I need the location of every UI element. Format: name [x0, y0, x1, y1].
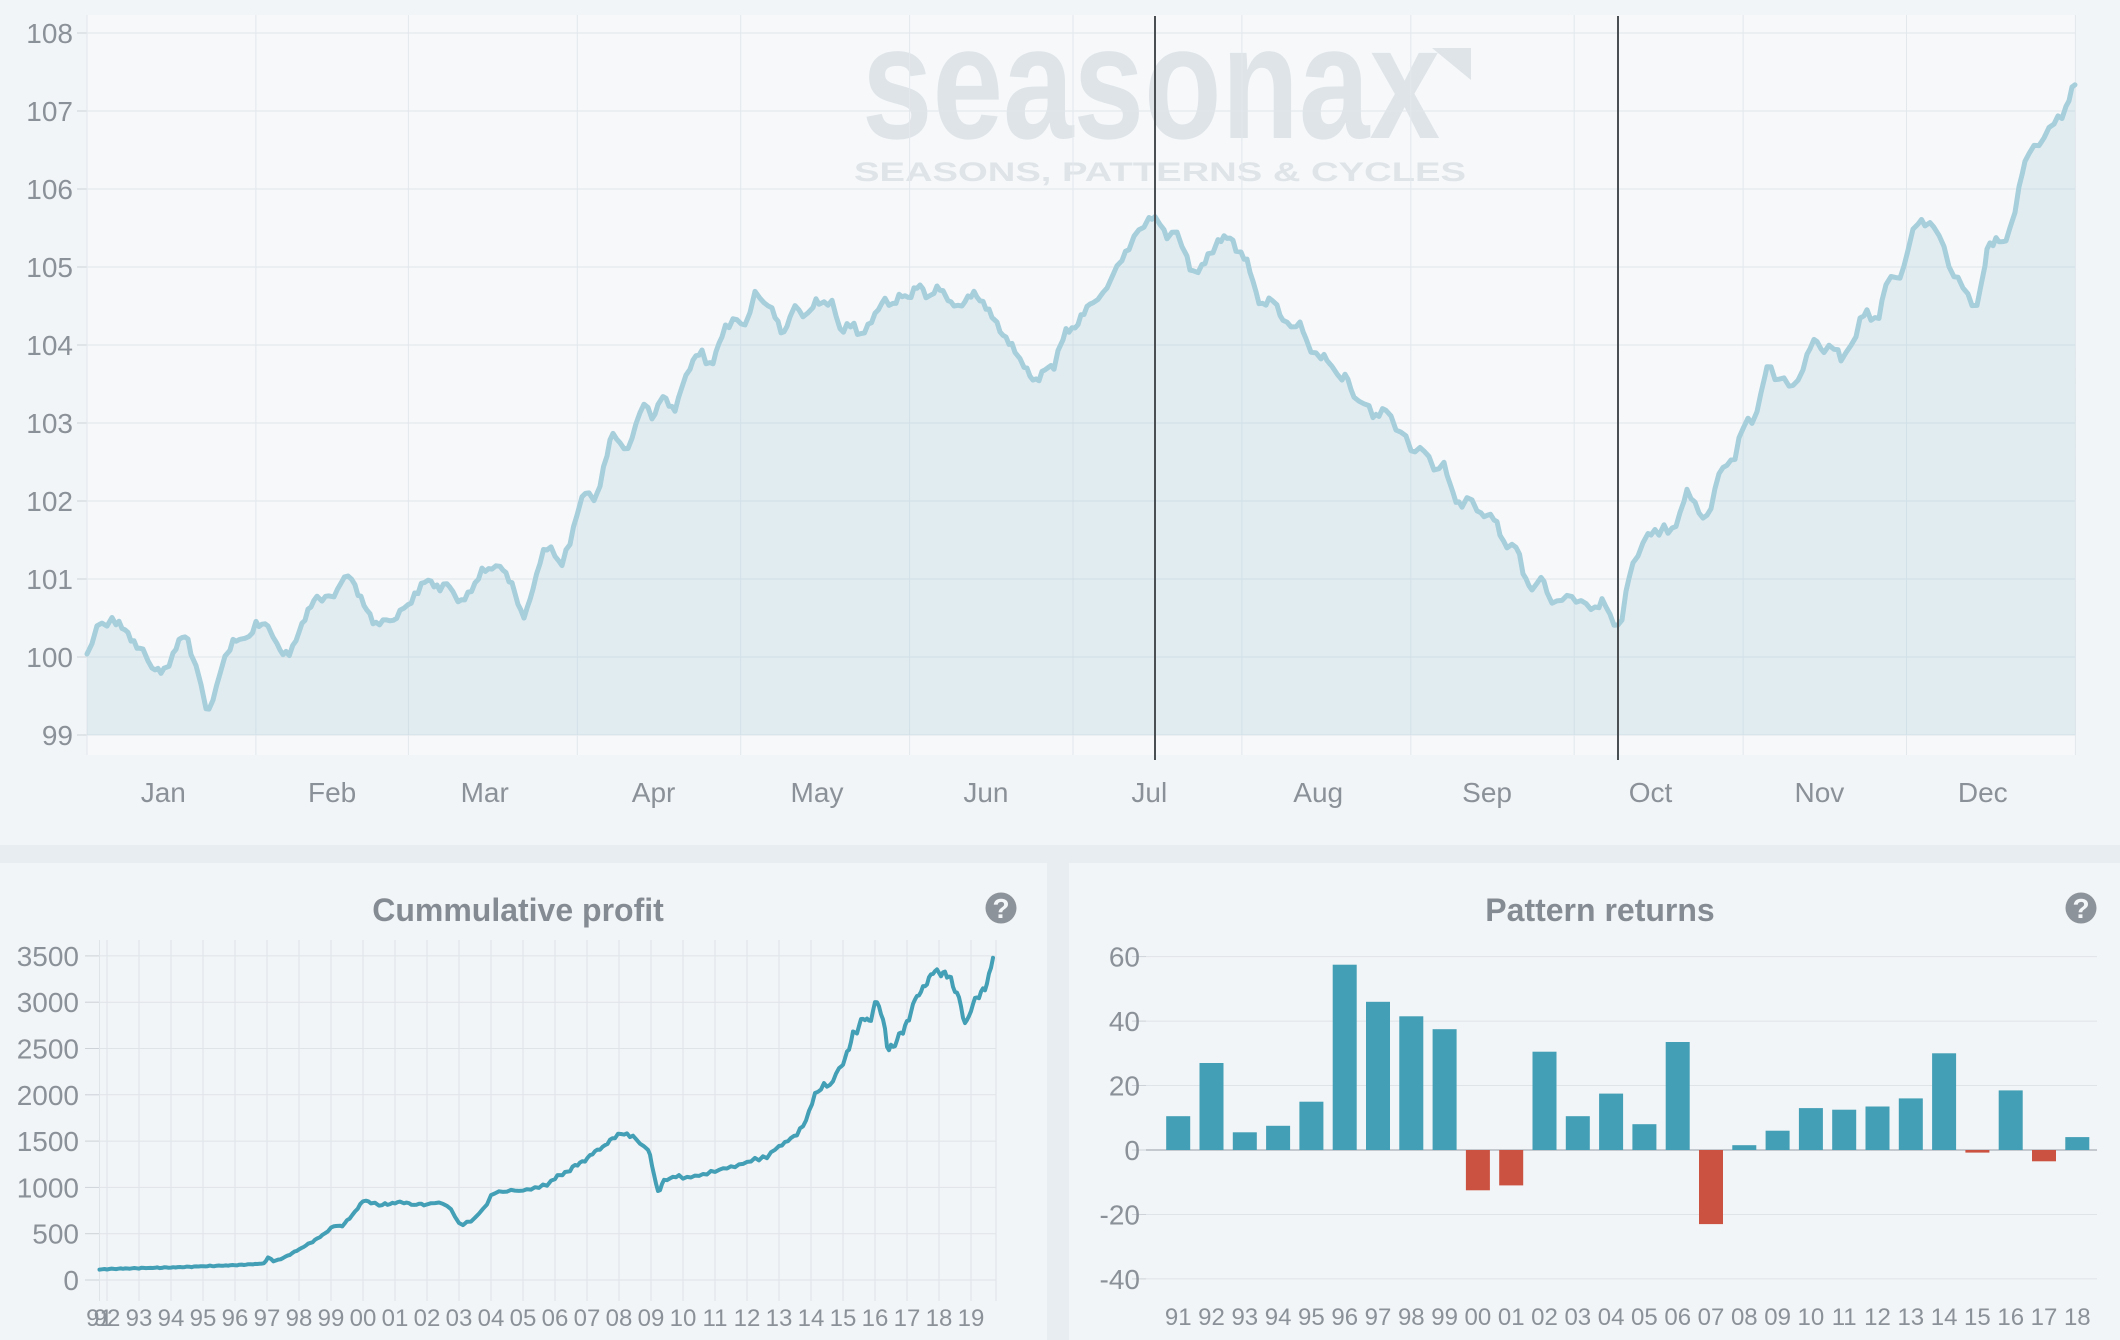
svg-text:40: 40 — [1109, 1006, 1140, 1037]
svg-text:94: 94 — [1265, 1304, 1292, 1331]
svg-text:May: May — [791, 777, 844, 808]
svg-text:108: 108 — [26, 18, 73, 49]
svg-text:04: 04 — [1598, 1304, 1625, 1331]
svg-text:99: 99 — [318, 1305, 345, 1332]
svg-text:15: 15 — [830, 1305, 857, 1332]
svg-text:Feb: Feb — [308, 777, 356, 808]
svg-text:1500: 1500 — [17, 1126, 79, 1157]
svg-text:2000: 2000 — [17, 1080, 79, 1111]
svg-text:98: 98 — [286, 1305, 313, 1332]
svg-text:14: 14 — [1931, 1304, 1958, 1331]
svg-text:94: 94 — [158, 1305, 185, 1332]
svg-text:01: 01 — [382, 1305, 409, 1332]
svg-text:105: 105 — [26, 252, 73, 283]
svg-text:Sep: Sep — [1462, 777, 1512, 808]
svg-text:92: 92 — [94, 1305, 121, 1332]
svg-text:-40: -40 — [1100, 1264, 1140, 1295]
svg-text:93: 93 — [126, 1305, 153, 1332]
svg-text:09: 09 — [1764, 1304, 1791, 1331]
svg-text:0: 0 — [1124, 1135, 1140, 1166]
svg-text:15: 15 — [1964, 1304, 1991, 1331]
svg-text:05: 05 — [1631, 1304, 1658, 1331]
svg-text:12: 12 — [1864, 1304, 1891, 1331]
svg-text:95: 95 — [1298, 1304, 1325, 1331]
svg-text:Aug: Aug — [1293, 777, 1343, 808]
svg-text:60: 60 — [1109, 942, 1140, 973]
svg-text:06: 06 — [1664, 1304, 1691, 1331]
svg-text:19: 19 — [958, 1305, 985, 1332]
svg-text:13: 13 — [766, 1305, 793, 1332]
svg-text:16: 16 — [862, 1305, 889, 1332]
svg-text:00: 00 — [1465, 1304, 1492, 1331]
svg-text:03: 03 — [1564, 1304, 1591, 1331]
svg-text:20: 20 — [1109, 1071, 1140, 1102]
svg-text:seasonax: seasonax — [862, 0, 1440, 173]
svg-text:101: 101 — [26, 564, 73, 595]
svg-text:00: 00 — [350, 1305, 377, 1332]
svg-text:08: 08 — [1731, 1304, 1758, 1331]
svg-text:?: ? — [992, 893, 1009, 924]
svg-text:02: 02 — [414, 1305, 441, 1332]
svg-text:Mar: Mar — [461, 777, 509, 808]
svg-text:2500: 2500 — [17, 1034, 79, 1065]
svg-text:Cummulative profit: Cummulative profit — [372, 892, 664, 928]
svg-text:Jun: Jun — [963, 777, 1008, 808]
svg-text:13: 13 — [1897, 1304, 1924, 1331]
svg-text:08: 08 — [606, 1305, 633, 1332]
svg-text:11: 11 — [703, 1305, 728, 1332]
svg-text:93: 93 — [1231, 1304, 1258, 1331]
svg-text:97: 97 — [254, 1305, 281, 1332]
svg-text:1000: 1000 — [17, 1172, 79, 1203]
svg-text:98: 98 — [1398, 1304, 1425, 1331]
svg-text:91: 91 — [1165, 1304, 1192, 1331]
svg-text:99: 99 — [1431, 1304, 1458, 1331]
svg-text:Jan: Jan — [141, 777, 186, 808]
svg-text:16: 16 — [1997, 1304, 2024, 1331]
svg-text:96: 96 — [1331, 1304, 1358, 1331]
svg-text:106: 106 — [26, 174, 73, 205]
svg-text:04: 04 — [478, 1305, 505, 1332]
svg-text:14: 14 — [798, 1305, 825, 1332]
svg-text:Pattern returns: Pattern returns — [1485, 892, 1714, 928]
svg-text:18: 18 — [2064, 1304, 2091, 1331]
svg-text:107: 107 — [26, 96, 73, 127]
svg-text:10: 10 — [1798, 1304, 1825, 1331]
svg-text:10: 10 — [670, 1305, 697, 1332]
svg-text:12: 12 — [734, 1305, 761, 1332]
svg-text:92: 92 — [1198, 1304, 1225, 1331]
svg-text:3000: 3000 — [17, 987, 79, 1018]
svg-text:96: 96 — [222, 1305, 249, 1332]
svg-text:102: 102 — [26, 486, 73, 517]
svg-text:SEASONS, PATTERNS & CYCLES: SEASONS, PATTERNS & CYCLES — [854, 157, 1466, 187]
svg-text:07: 07 — [1698, 1304, 1725, 1331]
svg-text:Nov: Nov — [1795, 777, 1845, 808]
svg-text:500: 500 — [32, 1219, 79, 1250]
svg-text:97: 97 — [1365, 1304, 1392, 1331]
svg-text:-20: -20 — [1100, 1200, 1140, 1231]
svg-text:11: 11 — [1832, 1304, 1857, 1331]
svg-text:Jul: Jul — [1131, 777, 1167, 808]
svg-text:103: 103 — [26, 408, 73, 439]
svg-text:3500: 3500 — [17, 941, 79, 972]
svg-text:?: ? — [2072, 893, 2089, 924]
svg-text:05: 05 — [510, 1305, 537, 1332]
svg-text:17: 17 — [894, 1305, 921, 1332]
svg-text:104: 104 — [26, 330, 73, 361]
svg-text:Dec: Dec — [1958, 777, 2008, 808]
svg-text:18: 18 — [926, 1305, 953, 1332]
svg-text:02: 02 — [1531, 1304, 1558, 1331]
svg-text:07: 07 — [574, 1305, 601, 1332]
svg-text:01: 01 — [1498, 1304, 1525, 1331]
svg-text:100: 100 — [26, 642, 73, 673]
svg-text:Oct: Oct — [1629, 777, 1673, 808]
svg-text:99: 99 — [42, 720, 73, 751]
svg-text:Apr: Apr — [632, 777, 676, 808]
svg-text:91: 91 — [86, 1305, 113, 1332]
svg-text:06: 06 — [542, 1305, 569, 1332]
svg-text:0: 0 — [63, 1265, 79, 1296]
svg-text:17: 17 — [2031, 1304, 2058, 1331]
svg-text:95: 95 — [190, 1305, 217, 1332]
svg-text:03: 03 — [446, 1305, 473, 1332]
svg-text:09: 09 — [638, 1305, 665, 1332]
